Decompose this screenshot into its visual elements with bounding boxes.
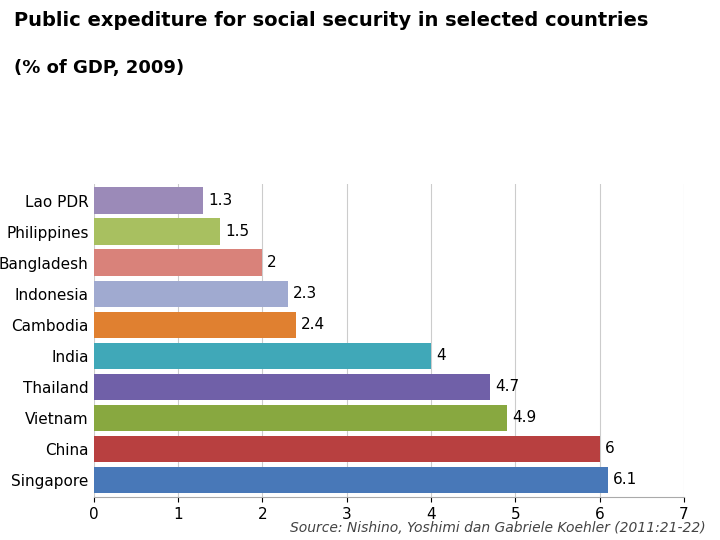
Bar (94, 249, 262, 276)
Bar (94, 280, 287, 307)
Text: 1.5: 1.5 (225, 224, 249, 239)
Text: 6: 6 (605, 441, 614, 456)
Text: 6.1: 6.1 (613, 472, 637, 487)
Text: 4: 4 (436, 348, 446, 363)
Bar (94, 312, 296, 338)
Text: 4.9: 4.9 (512, 410, 536, 425)
Bar (94, 436, 600, 462)
Text: 2: 2 (267, 255, 277, 270)
Bar (94, 467, 608, 493)
Text: (% of GDP, 2009): (% of GDP, 2009) (14, 59, 184, 77)
Text: 2.4: 2.4 (301, 317, 325, 332)
Text: Public expediture for social security in selected countries: Public expediture for social security in… (14, 11, 649, 30)
Bar (94, 404, 507, 431)
Bar (94, 219, 220, 245)
Bar (94, 187, 203, 214)
Text: Source: Nishino, Yoshimi dan Gabriele Koehler (2011:21-22): Source: Nishino, Yoshimi dan Gabriele Ko… (290, 521, 706, 535)
Text: 1.3: 1.3 (208, 193, 233, 208)
Bar (94, 342, 431, 369)
Text: 2.3: 2.3 (292, 286, 317, 301)
Bar (94, 374, 490, 400)
Text: 4.7: 4.7 (495, 379, 519, 394)
